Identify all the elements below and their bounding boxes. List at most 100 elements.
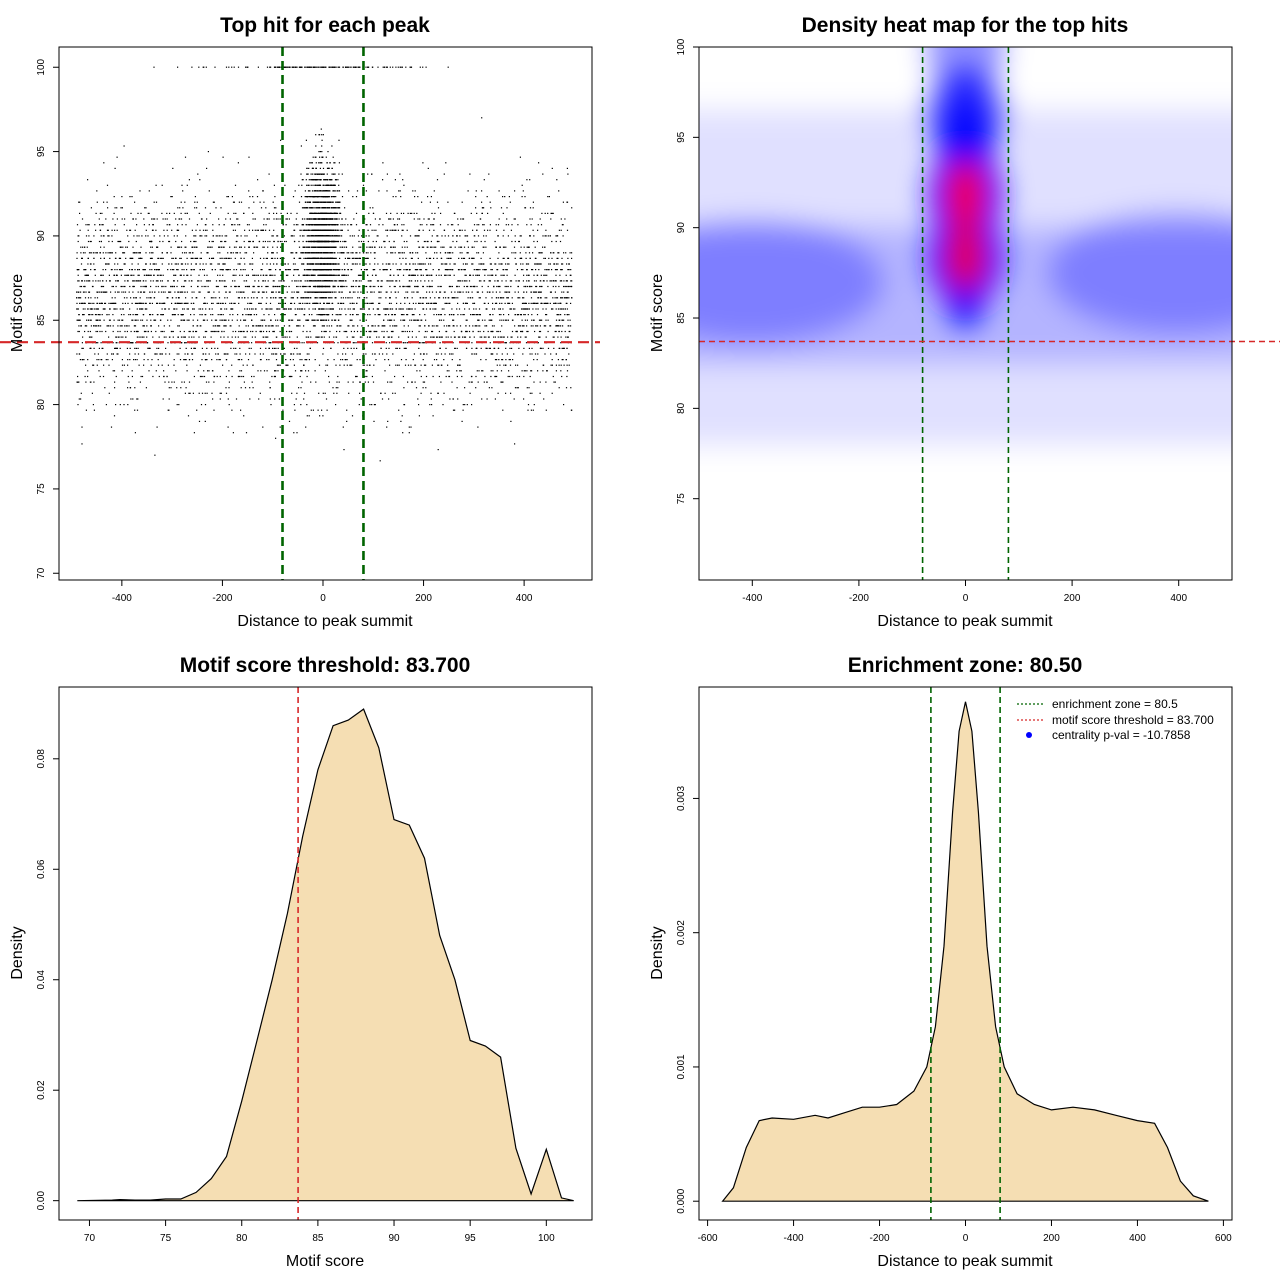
scatter-point [188,252,190,254]
scatter-point [188,392,190,394]
scatter-point [88,314,90,316]
scatter-point [207,291,209,293]
scatter-point [507,263,509,265]
scatter-point [485,269,487,271]
scatter-point [183,336,186,338]
scatter-point [180,387,182,389]
scatter-point [450,285,452,288]
scatter-point [225,218,227,220]
scatter-point [559,308,561,310]
scatter-point [416,370,418,372]
scatter-point [558,314,560,316]
scatter-point [479,269,481,271]
scatter-point [291,252,293,254]
scatter-point [215,280,218,282]
scatter-point [137,252,139,254]
scatter-point [421,319,423,321]
scatter-point [460,246,463,248]
scatter-point [269,387,271,389]
scatter-point [544,274,546,276]
scatter-point [204,297,206,299]
scatter-point [552,212,554,214]
scatter-point [89,302,91,304]
scatter-point [224,285,226,288]
scatter-point [395,280,397,282]
scatter-point [356,263,358,265]
scatter-point [104,387,106,389]
scatter-point [366,291,368,293]
scatter-point [369,285,372,288]
scatter-point [293,257,295,259]
scatter-point [256,297,258,299]
scatter-point [190,285,192,288]
scatter-point [308,415,310,417]
scatter-point [365,224,367,226]
scatter-point [240,370,243,372]
scatter-point [370,246,372,248]
scatter-point [283,257,285,259]
scatter-point [102,224,104,226]
scatter-point [380,291,382,293]
scatter-point [449,257,451,259]
scatter-point [90,325,92,327]
scatter-point [567,269,569,271]
scatter-point [499,308,501,310]
scatter-point [103,162,105,164]
scatter-point [569,285,571,288]
scatter-point [114,269,116,271]
scatter-point [114,263,116,265]
scatter-point [272,252,274,254]
scatter-point [265,336,267,338]
scatter-point [79,201,81,203]
scatter-point [270,274,272,276]
scatter-point [86,325,88,327]
scatter-point [492,291,494,293]
scatter-point [555,235,557,237]
scatter-point [203,370,205,372]
scatter-point [177,229,180,231]
scatter-point [462,291,464,293]
scatter-point [126,330,128,333]
scatter-point [507,297,509,299]
scatter-point [341,308,343,310]
scatter-point [85,364,87,366]
scatter-point [117,353,119,355]
scatter-point [346,336,348,338]
scatter-point [275,319,277,321]
scatter-point [485,235,487,237]
scatter-point [300,196,303,198]
scatter-point [491,297,493,299]
scatter-point [539,252,541,254]
scatter-point [422,381,424,383]
scatter-point [462,218,465,220]
scatter-point [266,359,268,361]
scatter-point [481,370,483,372]
scatter-point [116,347,118,349]
scatter-point [130,330,132,333]
scatter-point [174,308,176,310]
scatter-point [147,342,149,344]
scatter-point [183,359,185,361]
scatter-point [263,224,265,226]
scatter-point [546,274,548,276]
scatter-point [116,274,118,276]
scatter-point [82,252,85,254]
scatter-point [283,308,285,310]
scatter-point [401,224,403,226]
scatter-point [177,263,179,265]
scatter-point [538,319,541,321]
scatter-point [511,240,513,243]
scatter-point [338,319,340,321]
scatter-point [461,201,463,203]
scatter-point [141,235,143,237]
scatter-point [525,285,527,288]
scatter-point [129,342,131,344]
scatter-point [511,330,514,333]
scatter-point [160,314,162,316]
scatter-point [302,308,304,310]
scatter-point [456,240,458,243]
scatter-point [306,353,308,355]
scatter-point [126,246,128,248]
scatter-point [216,359,218,361]
scatter-point [264,280,266,282]
